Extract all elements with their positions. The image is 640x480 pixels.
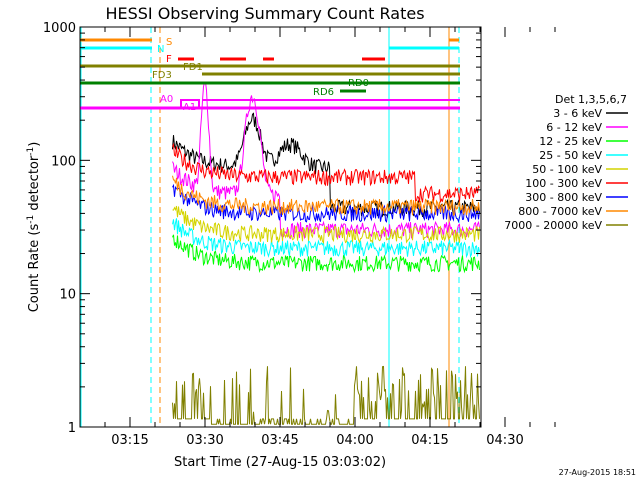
legend-label: 100 - 300 keV bbox=[525, 177, 602, 190]
y-axis-label-main: Count Rate (s bbox=[27, 224, 42, 313]
y-tick-label: 10 bbox=[59, 288, 76, 303]
y-axis-label-mid: detector bbox=[27, 155, 42, 215]
flag-label-fd1: FD1 bbox=[183, 62, 203, 73]
flag-label-rd6: RD6 bbox=[313, 87, 334, 98]
y-axis-label-sup2: -1 bbox=[26, 147, 36, 156]
y-axis-label-end: ) bbox=[27, 142, 42, 147]
x-tick-label: 03:45 bbox=[261, 433, 298, 448]
flag-label-s: S bbox=[166, 37, 172, 48]
series-line-300-800kev bbox=[172, 183, 480, 224]
render-timestamp: 27-Aug-2015 18:51 bbox=[559, 468, 636, 477]
flag-label-a1: A1 bbox=[183, 102, 196, 113]
plot-area: SNF FD1 FD3 RD0 RD6 A0 A1 bbox=[80, 27, 480, 427]
y-tick-label: 100 bbox=[51, 154, 76, 169]
x-tick-label: 03:15 bbox=[111, 433, 148, 448]
x-tick-label: 04:30 bbox=[486, 433, 523, 448]
x-tick-label: 04:00 bbox=[336, 433, 373, 448]
y-axis-label: Count Rate (s-1 detector-1) bbox=[26, 142, 42, 313]
legend-label: 50 - 100 keV bbox=[532, 163, 602, 176]
flag-label-f: F bbox=[166, 54, 172, 65]
y-axis-label-sup1: -1 bbox=[26, 215, 36, 224]
attenuator-a1-bar bbox=[180, 99, 460, 108]
y-tick-label: 1 bbox=[68, 421, 76, 436]
series-line-25-50kev bbox=[172, 218, 480, 259]
flag-label-a0: A0 bbox=[160, 94, 173, 105]
legend-label: 25 - 50 keV bbox=[539, 149, 602, 162]
legend-title: Det 1,3,5,6,7 bbox=[555, 93, 627, 106]
flag-label-rd0: RD0 bbox=[348, 78, 369, 89]
legend-label: 3 - 6 keV bbox=[553, 107, 602, 120]
flag-label-fd3: FD3 bbox=[152, 70, 172, 81]
axes: 1 10 100 1000 03:15 03:30 03:45 04:00 04:15 04:30 bbox=[43, 21, 556, 448]
legend-label: 12 - 25 keV bbox=[539, 135, 602, 148]
flag-label-n: N bbox=[157, 44, 164, 55]
legend-label: 7000 - 20000 keV bbox=[504, 219, 602, 232]
y-tick-label: 1000 bbox=[43, 21, 76, 36]
series-line-100-300kev bbox=[172, 142, 480, 203]
x-tick-label: 03:30 bbox=[186, 433, 223, 448]
series-line-50-100kev bbox=[172, 205, 480, 244]
legend-label: 6 - 12 keV bbox=[546, 121, 602, 134]
series-line-7000-20000kev bbox=[172, 365, 480, 425]
chart-title: HESSI Observing Summary Count Rates bbox=[105, 4, 424, 23]
x-axis-label: Start Time (27-Aug-15 03:03:02) bbox=[174, 455, 386, 470]
x-tick-label: 04:15 bbox=[411, 433, 448, 448]
series-line-800-7000kev bbox=[172, 175, 480, 217]
legend-label: 800 - 7000 keV bbox=[518, 205, 602, 218]
series-line-12-25kev bbox=[172, 234, 480, 274]
legend-label: 300 - 800 keV bbox=[525, 191, 602, 204]
series-line-6-12kev bbox=[172, 81, 480, 240]
